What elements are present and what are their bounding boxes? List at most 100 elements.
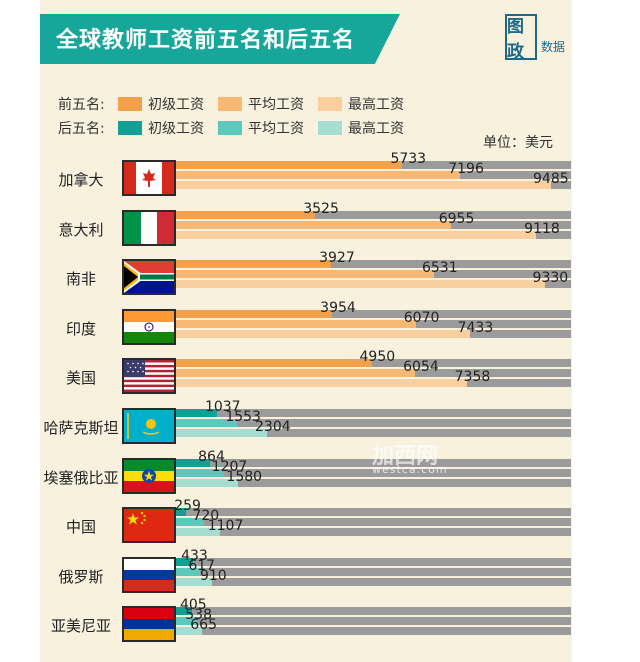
legend-bottom-label: 后五名: <box>58 121 105 137</box>
bar-max-salary <box>176 627 203 636</box>
canada-flag <box>122 160 176 196</box>
bar-entry-salary <box>176 557 194 566</box>
bar-track <box>176 627 571 636</box>
data-label: 405 <box>179 597 207 614</box>
country-label: 南非 <box>65 270 96 289</box>
data-label: 6054 <box>403 359 439 376</box>
country-label: 美国 <box>65 369 96 388</box>
data-label: 910 <box>199 567 227 584</box>
armenia-flag <box>122 606 176 643</box>
bar-max-salary <box>176 329 470 338</box>
data-label: 864 <box>198 448 225 465</box>
legend-swatch <box>318 97 342 111</box>
data-label: 4950 <box>359 349 396 366</box>
data-label: 9118 <box>524 220 560 237</box>
bar-track <box>176 617 571 626</box>
watermark-url: westca.com <box>372 463 448 476</box>
bar-track <box>176 557 571 566</box>
bar-entry-salary <box>176 210 316 219</box>
legend-item: 最高工资 <box>348 121 404 137</box>
bar-max-salary <box>176 528 220 537</box>
bar-max-salary <box>176 379 467 388</box>
russia-flag <box>122 556 176 593</box>
country-label: 意大利 <box>58 220 104 239</box>
country-label: 哈萨克斯坦 <box>43 419 119 437</box>
bar-track <box>176 478 571 487</box>
legend-item: 初级工资 <box>148 121 204 137</box>
data-label: 7196 <box>448 161 484 177</box>
country-label: 印度 <box>65 319 96 338</box>
kazakhstan-flag <box>122 408 176 444</box>
legend-top-label: 前五名: <box>58 97 105 113</box>
data-label: 5733 <box>390 151 427 167</box>
bar-entry-salary <box>176 260 332 269</box>
bar-max-salary <box>176 429 267 437</box>
bar-track <box>176 528 571 537</box>
data-label: 259 <box>174 498 201 515</box>
legend-swatch <box>118 121 142 135</box>
bar-average-salary <box>176 171 461 179</box>
logo-text: 数据 <box>541 40 566 54</box>
bar-entry-salary <box>176 359 372 368</box>
bar-average-salary <box>176 468 224 477</box>
bar-average-salary <box>176 220 451 229</box>
legend-item: 平均工资 <box>248 97 304 113</box>
legend-item: 最高工资 <box>348 97 404 113</box>
logo-icon: 图政 <box>505 14 537 62</box>
bar-track <box>176 260 571 269</box>
bar-average-salary <box>176 617 198 626</box>
bar-average-salary <box>176 369 416 378</box>
watermark: 加西网 <box>372 444 439 469</box>
country-label: 中国 <box>65 518 96 537</box>
bar-average-salary <box>176 419 238 427</box>
bar-entry-salary <box>176 161 403 169</box>
bar-average-salary <box>176 518 205 527</box>
bar-track <box>176 508 571 517</box>
bar-average-salary <box>176 319 416 328</box>
data-label: 9485 <box>533 171 569 187</box>
bar-track <box>176 567 571 576</box>
bar-average-salary <box>176 270 434 279</box>
usa-flag <box>122 358 176 395</box>
bar-track <box>176 210 571 219</box>
bar-max-salary <box>176 181 551 189</box>
chart-title: 全球教师工资前五名和后五名 <box>56 28 356 53</box>
bar-track <box>176 309 571 318</box>
title-banner <box>40 14 400 64</box>
data-label: 3954 <box>320 299 356 316</box>
data-label: 538 <box>185 607 212 624</box>
bar-track <box>176 429 571 437</box>
legend-swatch <box>318 121 342 135</box>
data-label: 3927 <box>319 250 355 267</box>
india-flag <box>122 308 176 345</box>
data-label: 2304 <box>255 419 291 435</box>
ethiopia-flag <box>122 457 176 494</box>
bar-entry-salary <box>176 309 333 318</box>
china-flag <box>122 507 176 544</box>
data-label: 1580 <box>226 468 263 485</box>
data-label: 7358 <box>454 369 491 386</box>
bar-max-salary <box>176 478 239 487</box>
data-label: 1207 <box>211 458 248 475</box>
south-africa-flag <box>122 259 176 296</box>
country-label: 埃塞俄比亚 <box>43 468 119 487</box>
bar-max-salary <box>176 230 537 239</box>
legend-swatch <box>218 121 242 135</box>
bar-entry-salary <box>176 409 217 417</box>
data-label: 1553 <box>225 409 261 425</box>
legend-item: 平均工资 <box>248 121 304 137</box>
data-label: 6531 <box>421 260 458 277</box>
data-label: 9330 <box>532 270 569 287</box>
bar-track <box>176 458 571 467</box>
bar-entry-salary <box>176 607 192 616</box>
bar-track <box>176 419 571 427</box>
bar-track <box>176 577 571 586</box>
bar-max-salary <box>176 577 212 586</box>
data-label: 6070 <box>403 309 440 326</box>
legend-swatch <box>218 97 242 111</box>
bar-entry-salary <box>176 458 211 467</box>
bar-track <box>176 518 571 527</box>
data-label: 1107 <box>207 518 244 535</box>
bar-track <box>176 409 571 417</box>
